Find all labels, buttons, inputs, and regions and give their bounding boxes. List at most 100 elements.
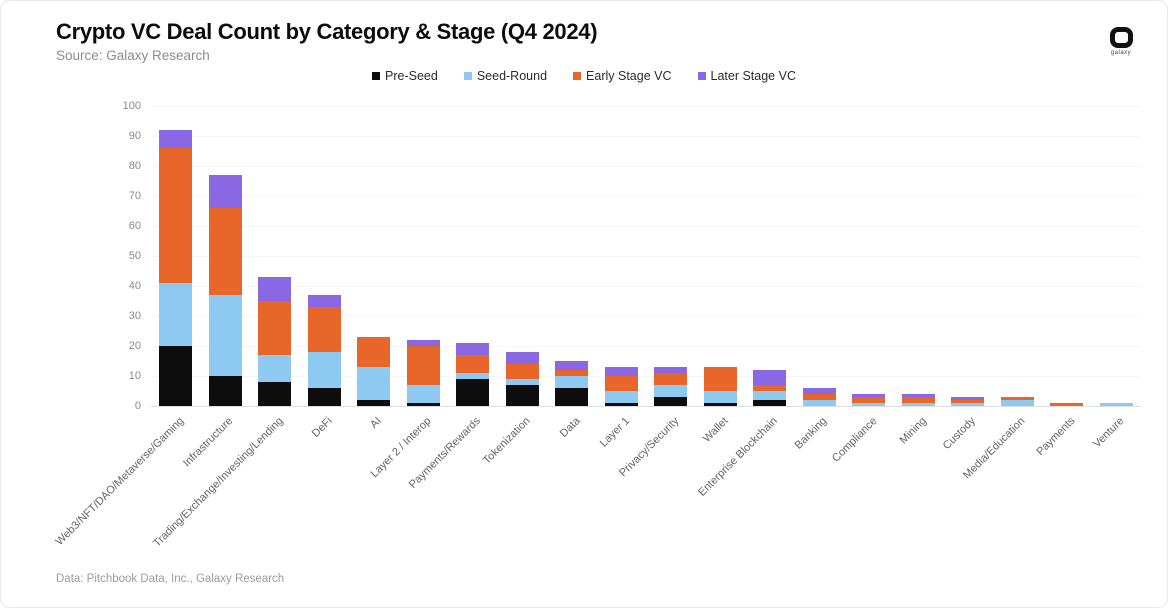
segment-early-stage-vc[interactable] [307,307,341,352]
bar-layer-2-interop[interactable] [406,340,440,406]
bar-tokenization[interactable] [505,352,539,406]
segment-pre-seed[interactable] [555,388,589,406]
segment-early-stage-vc[interactable] [258,301,292,355]
bar-venture[interactable] [1099,403,1133,406]
legend-item-early-stage-vc[interactable]: Early Stage VC [573,69,672,83]
segment-pre-seed[interactable] [753,400,787,406]
segment-early-stage-vc[interactable] [604,376,638,391]
segment-pre-seed[interactable] [208,376,242,406]
x-category-label: Tokenization [481,415,533,467]
segment-seed-round[interactable] [357,367,391,400]
bar-enterprise-blockchain[interactable] [753,370,787,406]
segment-seed-round[interactable] [802,400,836,406]
segment-seed-round[interactable] [555,376,589,388]
segment-seed-round[interactable] [456,373,490,379]
bar-layer-1[interactable] [604,367,638,406]
bar-wallet[interactable] [703,367,737,406]
segment-pre-seed[interactable] [258,382,292,406]
bar-data[interactable] [555,361,589,406]
segment-later-stage-vc[interactable] [951,397,985,400]
segment-pre-seed[interactable] [159,346,193,406]
segment-pre-seed[interactable] [307,388,341,406]
segment-early-stage-vc[interactable] [406,346,440,385]
segment-pre-seed[interactable] [505,385,539,406]
segment-pre-seed[interactable] [654,397,688,406]
bar-compliance[interactable] [852,394,886,406]
segment-early-stage-vc[interactable] [951,400,985,403]
gridline [151,316,1141,317]
x-category-label: Data [557,415,583,440]
segment-seed-round[interactable] [406,385,440,403]
segment-later-stage-vc[interactable] [604,367,638,376]
legend-item-seed-round[interactable]: Seed-Round [463,69,547,83]
segment-early-stage-vc[interactable] [159,148,193,283]
bar-privacy-security[interactable] [654,367,688,406]
segment-later-stage-vc[interactable] [901,394,935,397]
segment-later-stage-vc[interactable] [802,388,836,394]
segment-early-stage-vc[interactable] [802,394,836,400]
segment-later-stage-vc[interactable] [307,295,341,307]
bar-defi[interactable] [307,295,341,406]
segment-early-stage-vc[interactable] [456,355,490,373]
segment-later-stage-vc[interactable] [159,130,193,148]
segment-early-stage-vc[interactable] [703,367,737,391]
gridline [151,256,1141,257]
bar-banking[interactable] [802,388,836,406]
segment-seed-round[interactable] [1099,403,1133,406]
segment-seed-round[interactable] [1000,400,1034,406]
bar-web3-nft-dao-metaverse-gaming[interactable] [159,130,193,406]
bar-mining[interactable] [901,394,935,406]
segment-pre-seed[interactable] [456,379,490,406]
bar-payments-rewards[interactable] [456,343,490,406]
bar-media-education[interactable] [1000,397,1034,406]
segment-seed-round[interactable] [307,352,341,388]
segment-later-stage-vc[interactable] [753,370,787,385]
segment-later-stage-vc[interactable] [852,394,886,397]
segment-later-stage-vc[interactable] [456,343,490,355]
segment-seed-round[interactable] [159,283,193,346]
segment-later-stage-vc[interactable] [208,175,242,208]
segment-seed-round[interactable] [852,403,886,406]
segment-early-stage-vc[interactable] [208,208,242,295]
segment-early-stage-vc[interactable] [654,373,688,385]
segment-seed-round[interactable] [505,379,539,385]
bar-payments[interactable] [1050,403,1084,406]
segment-early-stage-vc[interactable] [901,397,935,403]
source-subtitle: Source: Galaxy Research [56,48,210,63]
segment-early-stage-vc[interactable] [1000,397,1034,400]
gridline [151,226,1141,227]
segment-pre-seed[interactable] [604,403,638,406]
segment-early-stage-vc[interactable] [1050,403,1084,406]
segment-early-stage-vc[interactable] [753,385,787,391]
segment-seed-round[interactable] [654,385,688,397]
legend-swatch-early-stage-vc [573,72,582,80]
segment-later-stage-vc[interactable] [555,361,589,370]
segment-pre-seed[interactable] [703,403,737,406]
segment-later-stage-vc[interactable] [406,340,440,346]
segment-pre-seed[interactable] [357,400,391,406]
segment-seed-round[interactable] [951,403,985,406]
segment-later-stage-vc[interactable] [505,352,539,364]
legend-item-later-stage-vc[interactable]: Later Stage VC [697,69,796,83]
segment-seed-round[interactable] [703,391,737,403]
bar-trading-exchange-investing-lending[interactable] [258,277,292,406]
x-axis-baseline [151,406,1141,407]
segment-pre-seed[interactable] [406,403,440,406]
legend-item-pre-seed[interactable]: Pre-Seed [372,69,438,83]
bar-infrastructure[interactable] [208,175,242,406]
segment-seed-round[interactable] [258,355,292,382]
segment-seed-round[interactable] [753,391,787,400]
segment-later-stage-vc[interactable] [258,277,292,301]
segment-seed-round[interactable] [208,295,242,376]
segment-seed-round[interactable] [901,403,935,406]
segment-seed-round[interactable] [604,391,638,403]
segment-early-stage-vc[interactable] [852,397,886,403]
segment-early-stage-vc[interactable] [555,370,589,376]
bar-custody[interactable] [951,397,985,406]
bar-ai[interactable] [357,337,391,406]
segment-later-stage-vc[interactable] [654,367,688,373]
x-category-label: Wallet [700,415,731,445]
segment-early-stage-vc[interactable] [357,337,391,367]
segment-early-stage-vc[interactable] [505,364,539,379]
